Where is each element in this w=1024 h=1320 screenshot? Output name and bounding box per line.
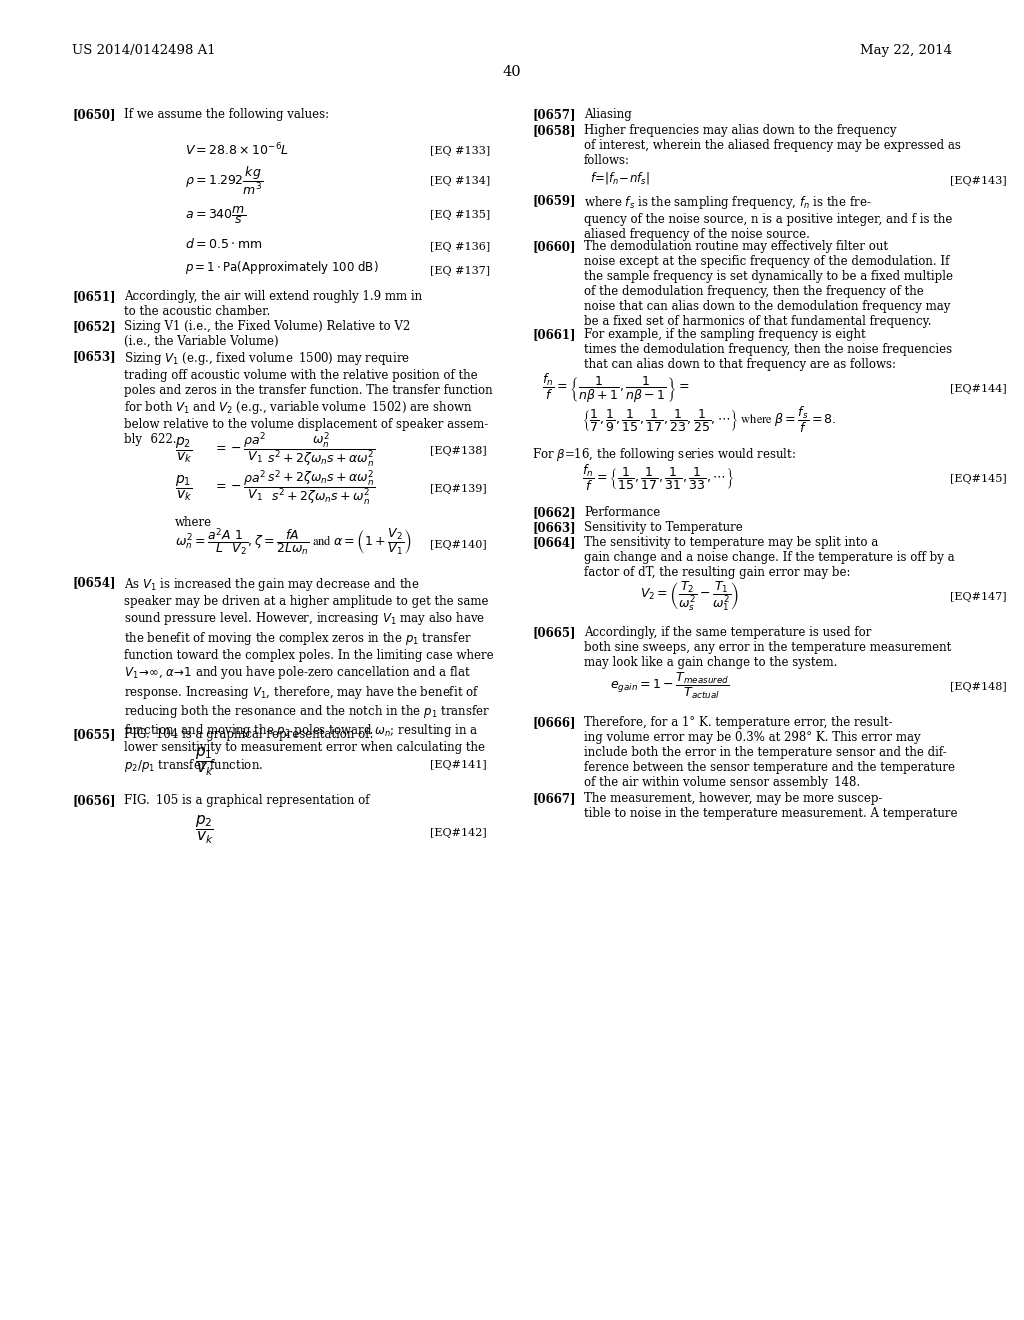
Text: [0652]: [0652]	[72, 319, 116, 333]
Text: [0665]: [0665]	[532, 626, 575, 639]
Text: $\dfrac{f_n}{f} = \left\{\dfrac{1}{n\beta+1},\dfrac{1}{n\beta-1}\right\} =$: $\dfrac{f_n}{f} = \left\{\dfrac{1}{n\bet…	[542, 371, 689, 404]
Text: [0653]: [0653]	[72, 350, 116, 363]
Text: [EQ#148]: [EQ#148]	[950, 682, 1007, 692]
Text: $\omega_n^2 = \dfrac{a^2 A}{L}\dfrac{1}{V_2},\zeta = \dfrac{fA}{2L\omega_n}$ and: $\omega_n^2 = \dfrac{a^2 A}{L}\dfrac{1}{…	[175, 527, 412, 558]
Text: $= -\dfrac{\rho a^2}{V_1}\dfrac{s^2+2\zeta\omega_n s+\alpha\omega_n^2}{s^2+2\zet: $= -\dfrac{\rho a^2}{V_1}\dfrac{s^2+2\ze…	[213, 469, 376, 507]
Text: $\dfrac{p_2}{v_k}$: $\dfrac{p_2}{v_k}$	[175, 436, 193, 465]
Text: [0663]: [0663]	[532, 521, 575, 535]
Text: where $f_s$ is the sampling frequency, $f_n$ is the fre-
quency of the noise sou: where $f_s$ is the sampling frequency, $…	[584, 194, 952, 242]
Text: If we assume the following values:: If we assume the following values:	[124, 108, 329, 121]
Text: The measurement, however, may be more suscep-
tible to noise in the temperature : The measurement, however, may be more su…	[584, 792, 957, 820]
Text: [EQ #137]: [EQ #137]	[430, 267, 490, 276]
Text: $e_{gain} = 1 - \dfrac{T_{measured}}{T_{actual}}$: $e_{gain} = 1 - \dfrac{T_{measured}}{T_{…	[610, 671, 729, 701]
Text: [EQ #134]: [EQ #134]	[430, 176, 490, 186]
Text: [0666]: [0666]	[532, 715, 575, 729]
Text: 40: 40	[503, 65, 521, 79]
Text: [EQ#138]: [EQ#138]	[430, 446, 486, 455]
Text: [EQ#141]: [EQ#141]	[430, 760, 486, 770]
Text: FIG.  104 is a graphical representation of:: FIG. 104 is a graphical representation o…	[124, 729, 374, 741]
Text: For example, if the sampling frequency is eight
times the demodulation frequency: For example, if the sampling frequency i…	[584, 327, 952, 371]
Text: $d = 0.5\cdot\mathrm{mm}$: $d = 0.5\cdot\mathrm{mm}$	[185, 238, 262, 251]
Text: [0661]: [0661]	[532, 327, 575, 341]
Text: $\left\{\dfrac{1}{7},\dfrac{1}{9},\dfrac{1}{15},\dfrac{1}{17},\dfrac{1}{23},\dfr: $\left\{\dfrac{1}{7},\dfrac{1}{9},\dfrac…	[582, 405, 837, 436]
Text: [EQ #133]: [EQ #133]	[430, 147, 490, 156]
Text: The sensitivity to temperature may be split into a
gain change and a noise chang: The sensitivity to temperature may be sp…	[584, 536, 954, 579]
Text: [0650]: [0650]	[72, 108, 116, 121]
Text: $\rho = 1.292\dfrac{kg}{m^3}$: $\rho = 1.292\dfrac{kg}{m^3}$	[185, 165, 263, 197]
Text: The demodulation routine may effectively filter out
noise except at the specific: The demodulation routine may effectively…	[584, 240, 953, 327]
Text: FIG.  105 is a graphical representation of: FIG. 105 is a graphical representation o…	[124, 795, 370, 807]
Text: Accordingly, if the same temperature is used for
both sine sweeps, any error in : Accordingly, if the same temperature is …	[584, 626, 951, 669]
Text: Sizing V1 (i.e., the Fixed Volume) Relative to V2
(i.e., the Variable Volume): Sizing V1 (i.e., the Fixed Volume) Relat…	[124, 319, 411, 348]
Text: Higher frequencies may alias down to the frequency
of interest, wherein the alia: Higher frequencies may alias down to the…	[584, 124, 961, 168]
Text: [0656]: [0656]	[72, 795, 116, 807]
Text: [EQ#139]: [EQ#139]	[430, 484, 486, 494]
Text: Accordingly, the air will extend roughly 1.9 mm in
to the acoustic chamber.: Accordingly, the air will extend roughly…	[124, 290, 422, 318]
Text: [0654]: [0654]	[72, 576, 116, 589]
Text: [EQ#142]: [EQ#142]	[430, 828, 486, 838]
Text: [0664]: [0664]	[532, 536, 575, 549]
Text: $a = 340\dfrac{m}{s}$: $a = 340\dfrac{m}{s}$	[185, 205, 246, 226]
Text: As $V_1$ is increased the gain may decrease and the
speaker may be driven at a h: As $V_1$ is increased the gain may decre…	[124, 576, 494, 774]
Text: [0658]: [0658]	[532, 124, 575, 137]
Text: [0655]: [0655]	[72, 729, 116, 741]
Text: May 22, 2014: May 22, 2014	[860, 44, 952, 57]
Text: $\dfrac{f_n}{f} = \left\{\dfrac{1}{15},\dfrac{1}{17},\dfrac{1}{31},\dfrac{1}{33}: $\dfrac{f_n}{f} = \left\{\dfrac{1}{15},\…	[582, 463, 733, 492]
Text: [0651]: [0651]	[72, 290, 116, 304]
Text: $p = 1\cdot\mathrm{Pa(Approximately\ 100\ dB)}$: $p = 1\cdot\mathrm{Pa(Approximately\ 100…	[185, 260, 379, 276]
Text: $\dfrac{p_2}{v_k}$: $\dfrac{p_2}{v_k}$	[195, 813, 214, 846]
Text: [EQ#145]: [EQ#145]	[950, 474, 1007, 484]
Text: For $\beta$=16, the following series would result:: For $\beta$=16, the following series wou…	[532, 446, 797, 463]
Text: Sizing $V_1$ (e.g., fixed volume  1500) may require
trading off acoustic volume : Sizing $V_1$ (e.g., fixed volume 1500) m…	[124, 350, 493, 446]
Text: [0659]: [0659]	[532, 194, 575, 207]
Text: Aliasing: Aliasing	[584, 108, 632, 121]
Text: where: where	[175, 516, 212, 529]
Text: [EQ#143]: [EQ#143]	[950, 176, 1007, 186]
Text: Therefore, for a 1° K. temperature error, the result-
ing volume error may be 0.: Therefore, for a 1° K. temperature error…	[584, 715, 955, 789]
Text: [EQ#140]: [EQ#140]	[430, 540, 486, 550]
Text: [EQ #136]: [EQ #136]	[430, 242, 490, 252]
Text: $\dfrac{p_1}{v_k}$: $\dfrac{p_1}{v_k}$	[195, 746, 214, 779]
Text: US 2014/0142498 A1: US 2014/0142498 A1	[72, 44, 216, 57]
Text: $V_2 = \left(\dfrac{T_2}{\omega_s^2} - \dfrac{T_1}{\omega_1^2}\right)$: $V_2 = \left(\dfrac{T_2}{\omega_s^2} - \…	[640, 579, 739, 612]
Text: $\dfrac{p_1}{v_k}$: $\dfrac{p_1}{v_k}$	[175, 473, 193, 503]
Text: [0662]: [0662]	[532, 506, 575, 519]
Text: Sensitivity to Temperature: Sensitivity to Temperature	[584, 521, 742, 535]
Text: $V = 28.8 \times 10^{-6} L$: $V = 28.8 \times 10^{-6} L$	[185, 141, 289, 158]
Text: [EQ #135]: [EQ #135]	[430, 210, 490, 220]
Text: Performance: Performance	[584, 506, 660, 519]
Text: [EQ#144]: [EQ#144]	[950, 384, 1007, 393]
Text: [0660]: [0660]	[532, 240, 575, 253]
Text: $= -\dfrac{\rho a^2}{V_1}\dfrac{\omega_n^2}{s^2+2\zeta\omega_n s+\alpha\omega_n^: $= -\dfrac{\rho a^2}{V_1}\dfrac{\omega_n…	[213, 430, 376, 470]
Text: $f\!=\!|f_n\!-\!nf_s|$: $f\!=\!|f_n\!-\!nf_s|$	[590, 170, 650, 186]
Text: [EQ#147]: [EQ#147]	[950, 591, 1007, 602]
Text: [0667]: [0667]	[532, 792, 575, 805]
Text: [0657]: [0657]	[532, 108, 575, 121]
